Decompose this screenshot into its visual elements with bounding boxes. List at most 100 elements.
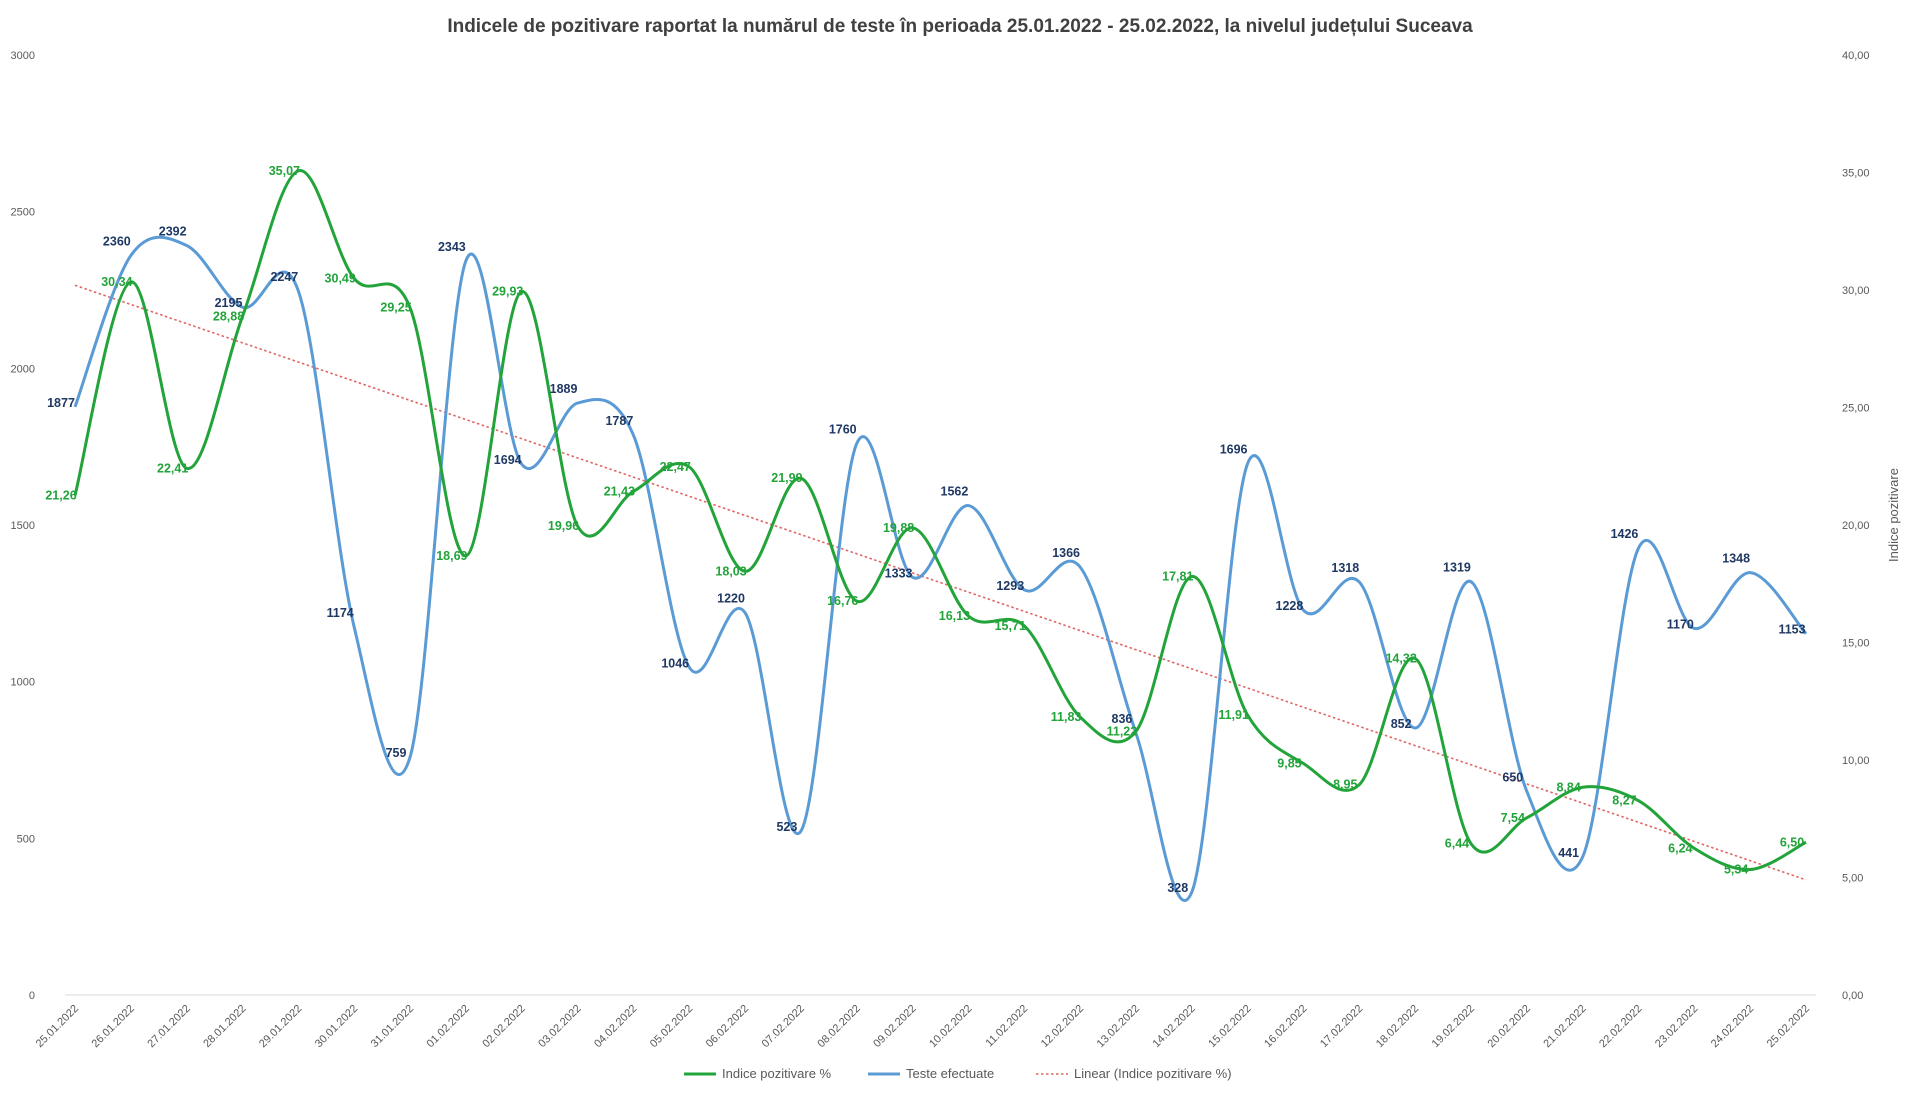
- data-label-indice: 16,13: [939, 609, 970, 623]
- data-label-indice: 14,32: [1385, 651, 1416, 665]
- legend-label-teste: Teste efectuate: [906, 1066, 994, 1081]
- legend: Indice pozitivare % Teste efectuate Line…: [684, 1066, 1232, 1081]
- x-tick-label: 09.02.2022: [871, 1003, 918, 1050]
- data-label-teste: 1787: [605, 414, 633, 428]
- data-label-teste: 1174: [327, 606, 354, 620]
- left-tick-label: 3000: [11, 50, 35, 62]
- data-label-teste: 1318: [1331, 561, 1359, 575]
- data-label-indice: 16,76: [827, 594, 858, 608]
- right-tick-label: 40,00: [1842, 50, 1870, 62]
- data-label-indice: 29,25: [380, 301, 411, 315]
- right-tick-label: 5,00: [1842, 873, 1863, 885]
- data-label-indice: 11,22: [1107, 724, 1138, 738]
- left-tick-label: 2000: [11, 363, 35, 375]
- data-label-indice: 5,34: [1724, 863, 1748, 877]
- data-label-indice: 19,88: [883, 521, 914, 535]
- data-label-teste: 441: [1558, 846, 1579, 860]
- data-label-teste: 1694: [494, 453, 522, 467]
- data-label-indice: 18,03: [715, 564, 746, 578]
- x-tick-label: 12.02.2022: [1039, 1003, 1086, 1050]
- data-label-indice: 35,07: [269, 164, 300, 178]
- x-tick-label: 28.01.2022: [201, 1003, 248, 1050]
- left-tick-label: 1000: [11, 677, 35, 689]
- right-axis-ticks: 0,00 5,00 10,00 15,00 20,00 25,00 30,00 35,00 40…: [1842, 50, 1870, 1002]
- series-line-indice-pozitivare: [73, 169, 1807, 872]
- x-tick-label: 02.02.2022: [480, 1003, 527, 1050]
- data-label-indice: 8,95: [1333, 778, 1357, 792]
- left-axis-ticks: 0 500 1000 1500 2000 2500 3000: [11, 50, 35, 1002]
- data-label-indice: 17,81: [1162, 569, 1193, 583]
- data-label-teste: 852: [1391, 717, 1412, 731]
- x-tick-label: 30.01.2022: [313, 1003, 360, 1050]
- chart-title: Indicele de pozitivare raportat la număr…: [447, 16, 1473, 37]
- x-tick-label: 27.01.2022: [145, 1003, 192, 1050]
- left-tick-label: 1500: [11, 520, 35, 532]
- left-tick-label: 2500: [11, 207, 35, 219]
- data-label-teste: 1319: [1443, 561, 1471, 575]
- x-tick-label: 18.02.2022: [1374, 1003, 1421, 1050]
- data-label-teste: 2343: [438, 240, 466, 254]
- data-label-teste: 759: [386, 746, 407, 760]
- left-tick-label: 500: [17, 833, 35, 845]
- trendline-layer: [74, 284, 1807, 881]
- data-label-teste: 2392: [159, 225, 187, 239]
- data-label-teste: 1877: [47, 396, 75, 410]
- data-label-indice: 9,85: [1277, 757, 1301, 771]
- data-label-indice: 29,93: [492, 285, 523, 299]
- right-tick-label: 30,00: [1842, 285, 1870, 297]
- left-tick-label: 0: [29, 990, 35, 1002]
- x-tick-label: 10.02.2022: [927, 1003, 974, 1050]
- x-tick-label: 25.01.2022: [34, 1003, 81, 1050]
- x-tick-label: 26.01.2022: [90, 1003, 137, 1050]
- data-label-indice: 30,34: [101, 275, 132, 289]
- legend-label-indice: Indice pozitivare %: [722, 1066, 832, 1081]
- right-axis-title: Indice pozitivare: [1886, 468, 1901, 562]
- data-label-indice: 6,44: [1445, 837, 1469, 851]
- data-label-teste: 1333: [885, 566, 913, 580]
- data-label-teste: 1696: [1220, 443, 1248, 457]
- data-label-indice: 19,96: [548, 519, 579, 533]
- data-label-indice: 22,47: [660, 460, 691, 474]
- data-label-indice: 11,91: [1218, 708, 1249, 722]
- data-label-teste: 2195: [215, 296, 243, 310]
- data-label-indice: 8,84: [1556, 780, 1580, 794]
- x-tick-label: 16.02.2022: [1262, 1003, 1309, 1050]
- x-axis-ticks: 25.01.2022 26.01.2022 27.01.2022 28.01.2022…: [34, 1003, 1812, 1050]
- data-labels-layer: 1877 2360 2392 2195 2247 1174 759 2343 1694 1889 1…: [45, 164, 1805, 895]
- x-tick-label: 13.02.2022: [1095, 1003, 1142, 1050]
- right-tick-label: 20,00: [1842, 520, 1870, 532]
- data-label-teste: 1170: [1667, 617, 1694, 631]
- data-label-indice: 7,54: [1501, 811, 1525, 825]
- data-label-indice: 6,24: [1668, 841, 1692, 855]
- data-label-teste: 1366: [1052, 546, 1080, 560]
- x-tick-label: 31.01.2022: [369, 1003, 416, 1050]
- data-label-teste: 2247: [270, 270, 298, 284]
- data-label-teste: 1426: [1611, 527, 1639, 541]
- x-tick-label: 19.02.2022: [1430, 1003, 1477, 1050]
- right-tick-label: 25,00: [1842, 403, 1870, 415]
- right-tick-label: 10,00: [1842, 755, 1870, 767]
- data-label-teste: 1348: [1722, 552, 1750, 566]
- x-tick-label: 08.02.2022: [815, 1003, 862, 1050]
- x-tick-label: 01.02.2022: [425, 1003, 472, 1050]
- data-label-indice: 21,43: [604, 484, 635, 498]
- x-tick-label: 04.02.2022: [592, 1003, 639, 1050]
- data-label-indice: 15,71: [995, 619, 1026, 633]
- x-tick-label: 20.02.2022: [1486, 1003, 1533, 1050]
- data-label-teste: 1889: [550, 382, 578, 396]
- data-label-indice: 21,99: [771, 471, 802, 485]
- data-label-teste: 1293: [996, 579, 1024, 593]
- x-tick-label: 15.02.2022: [1206, 1003, 1253, 1050]
- x-tick-label: 17.02.2022: [1318, 1003, 1365, 1050]
- x-tick-label: 24.02.2022: [1709, 1003, 1756, 1050]
- data-label-indice: 18,69: [436, 549, 467, 563]
- data-label-teste: 1760: [829, 423, 857, 437]
- data-label-teste: 1220: [717, 592, 745, 606]
- right-tick-label: 35,00: [1842, 168, 1870, 180]
- right-tick-label: 15,00: [1842, 638, 1870, 650]
- series-line-teste-efectuate: [73, 235, 1808, 902]
- trendline: [74, 284, 1807, 881]
- data-label-indice: 28,88: [213, 309, 244, 323]
- series-lines-layer: [73, 169, 1808, 902]
